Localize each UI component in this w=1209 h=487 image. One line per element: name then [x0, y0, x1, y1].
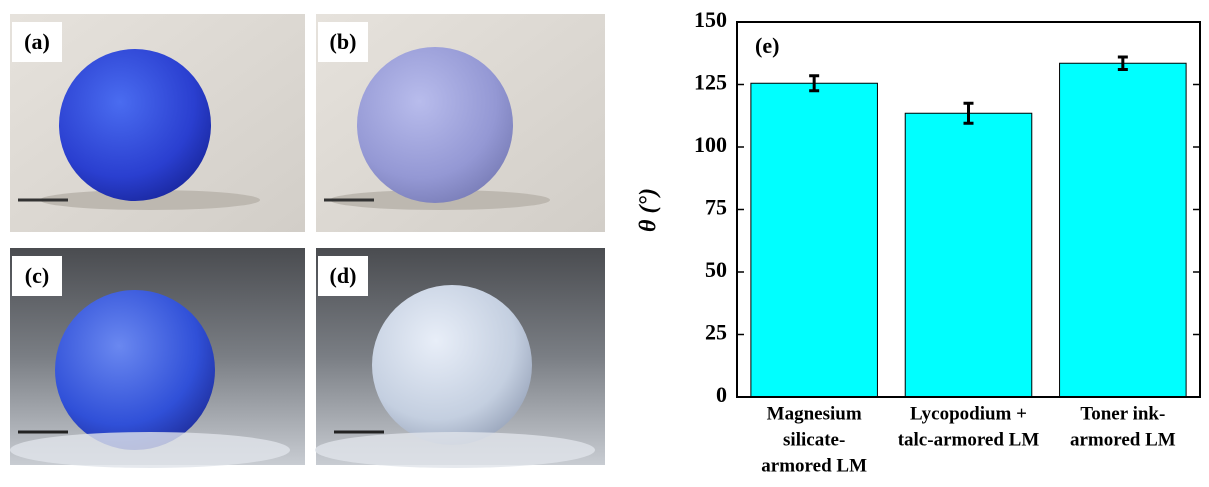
- x-tick-label: silicate-: [783, 429, 845, 450]
- x-tick-label: armored LM: [761, 455, 867, 476]
- photo-b: (b): [316, 14, 605, 232]
- panel-label: (c): [25, 263, 49, 288]
- figure: (a) (b) (c) (d) (e) θ (°) 0 25 50 75 100 125 1…: [0, 0, 1209, 482]
- y-tick-label: 75: [705, 195, 727, 220]
- y-tick-label: 150: [694, 7, 727, 32]
- x-tick-label: Magnesium: [767, 403, 862, 424]
- x-tick-label: Toner ink-: [1080, 403, 1165, 424]
- panel-label: (d): [330, 263, 357, 288]
- y-tick-label: 50: [705, 257, 727, 282]
- x-tick-label: talc-armored LM: [898, 429, 1040, 450]
- y-tick-label: 100: [694, 132, 727, 157]
- photo-d: (d): [315, 248, 605, 468]
- bar: [905, 113, 1032, 397]
- page: (a) (b) (c) (d) (e) θ (°) 0 25 50 75 100 125 1…: [0, 0, 1209, 482]
- panel-label: (a): [24, 29, 50, 54]
- y-tick-label: 125: [694, 70, 727, 95]
- bar: [1060, 63, 1187, 397]
- x-tick-label: Lycopodium +: [910, 403, 1027, 424]
- photo-c: (c): [10, 248, 305, 468]
- x-tick-label: armored LM: [1070, 429, 1176, 450]
- photo-a: (a): [10, 14, 305, 232]
- y-tick-label: 25: [705, 320, 727, 345]
- panel-label: (e): [755, 33, 779, 58]
- bar-chart: (e) θ (°) 0 25 50 75 100 125 150 Magnesium silic…: [636, 7, 1201, 476]
- panel-label: (b): [330, 29, 357, 54]
- bar: [751, 83, 878, 397]
- y-tick-label: 0: [716, 382, 727, 407]
- y-axis-label: θ (°): [636, 188, 662, 232]
